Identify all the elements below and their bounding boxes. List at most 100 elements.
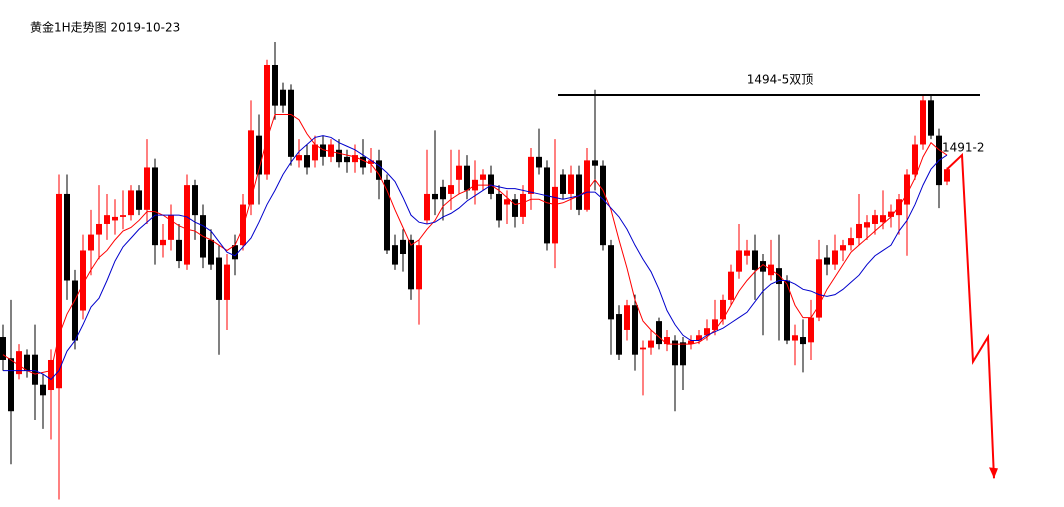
candle-body (280, 89, 286, 106)
candle-body (304, 155, 310, 168)
candle-body (448, 185, 454, 194)
candle-body (480, 174, 486, 180)
candle-body (208, 239, 214, 265)
candle-body (504, 199, 510, 205)
resistance-label: 1494-5双顶 (747, 73, 814, 87)
candle-body (920, 100, 926, 145)
candle-body (40, 384, 46, 396)
candle-body (616, 314, 622, 355)
candle-body (264, 64, 270, 175)
candle-body (192, 185, 198, 216)
candle-body (272, 64, 278, 106)
candle-body (544, 167, 550, 244)
candle-body (24, 354, 30, 371)
candle-body (456, 165, 462, 180)
candle-body (168, 215, 174, 240)
candle-body (648, 340, 654, 348)
candle-body (152, 167, 158, 246)
candle-body (424, 193, 430, 221)
candle-body (368, 160, 374, 164)
candle-body (576, 174, 582, 210)
candle-body (392, 245, 398, 265)
candle-body (552, 186, 558, 244)
candle-body (8, 358, 14, 412)
candle-body (608, 245, 614, 320)
candle-body (888, 211, 894, 217)
candle-body (656, 321, 662, 345)
candle-body (568, 174, 574, 194)
candle-body (240, 204, 246, 246)
moving-average (2, 113, 948, 375)
candle-body (104, 215, 110, 224)
candle-body (112, 216, 118, 221)
candle-body (144, 167, 150, 210)
candle-body (632, 305, 638, 355)
candle-body (904, 174, 910, 205)
candle-body (344, 156, 350, 163)
projection-arrowhead (989, 467, 998, 479)
candle-body (408, 239, 414, 290)
candle-body (56, 193, 62, 389)
candle-body (232, 245, 238, 260)
candle-body (776, 268, 782, 285)
candle-body (16, 351, 22, 375)
candle-body (680, 342, 686, 366)
candle-body (640, 347, 646, 350)
candle-body (376, 160, 382, 180)
moving-average (3, 135, 948, 381)
candle-body (712, 319, 718, 330)
candle-body (312, 144, 318, 161)
candle-body (216, 257, 222, 300)
candle-body (64, 193, 70, 281)
candle-body (856, 223, 862, 239)
candle-body (512, 199, 518, 217)
candle-body (896, 199, 902, 216)
candle-body (72, 280, 78, 341)
candle-body (536, 156, 542, 168)
candle-body (592, 160, 598, 166)
candle-body (288, 89, 294, 157)
candle-body (752, 250, 758, 270)
candle-body (0, 337, 6, 360)
candle-body (432, 193, 438, 200)
candle-body (440, 186, 446, 200)
candle-body (584, 160, 590, 210)
candle-body (528, 156, 534, 194)
target-label: 1491-2 (942, 141, 985, 155)
candle-body (760, 261, 766, 272)
candle-body (176, 239, 182, 262)
candle-body (352, 155, 358, 163)
candle-body (416, 245, 422, 290)
candle-body (96, 223, 102, 235)
candle-body (400, 239, 406, 255)
candle-body (600, 165, 606, 246)
candle-body (488, 174, 494, 194)
candle-body (360, 156, 366, 168)
candle-body (88, 234, 94, 251)
candle-body (624, 305, 630, 330)
candle-body (296, 155, 302, 161)
candle-body (496, 193, 502, 221)
candle-body (184, 185, 190, 265)
candle-body (816, 259, 822, 318)
candle-body (824, 257, 830, 265)
candle-body (720, 299, 726, 320)
candle-body (160, 239, 166, 246)
candle-body (224, 264, 230, 300)
candle-body (696, 335, 702, 341)
candle-body (704, 328, 710, 336)
candle-body (928, 100, 934, 136)
candle-body (944, 169, 950, 182)
chart-title: 黄金1H走势图 2019-10-23 (30, 20, 180, 35)
candle-body (784, 280, 790, 341)
candle-body (464, 165, 470, 191)
candle-body (872, 215, 878, 224)
candle-body (32, 354, 38, 385)
candle-body (744, 250, 750, 256)
candle-body (560, 174, 566, 194)
candle-body (336, 149, 342, 163)
projection-line (946, 152, 995, 479)
candle-body (664, 337, 670, 345)
candle-body (800, 337, 806, 345)
